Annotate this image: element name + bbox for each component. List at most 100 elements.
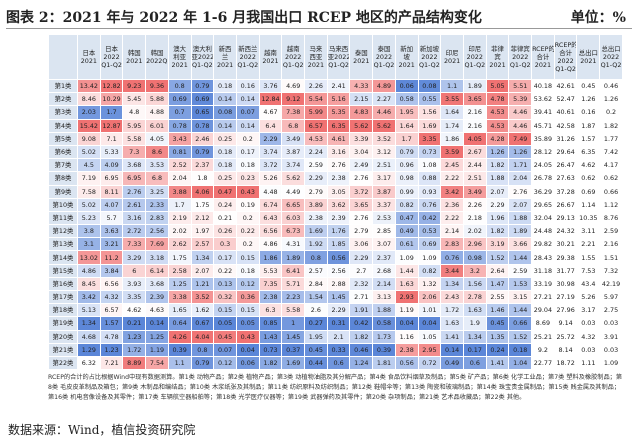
value-cell: 4.46	[372, 105, 396, 120]
value-cell: 0.99	[394, 184, 419, 199]
value-cell: 6.57	[304, 118, 328, 133]
value-cell: 0.49	[394, 224, 419, 239]
value-cell: 3.65	[349, 197, 374, 212]
row-label: 第3类	[48, 105, 78, 120]
value-cell: 3.88	[167, 184, 192, 199]
value-cell: 3.66	[508, 237, 533, 252]
value-cell: 4.17	[599, 158, 623, 173]
value-cell: 29.13	[553, 210, 578, 226]
value-cell: 3.49	[462, 184, 487, 199]
value-cell: 1.44	[394, 263, 419, 278]
value-cell: 0.05	[213, 316, 237, 331]
value-cell: 2.56	[145, 224, 169, 239]
value-cell: 42.61	[553, 78, 578, 94]
header-line: Q1-Q2	[237, 61, 259, 69]
column-header: 越南 2021	[258, 34, 283, 80]
value-cell: 4.53	[485, 105, 510, 120]
value-cell: 1.1	[440, 78, 464, 94]
value-cell: 0.04	[417, 316, 442, 331]
value-cell: 3.37	[372, 197, 396, 212]
value-cell: 6.8	[145, 171, 169, 186]
value-cell: 1.88	[372, 303, 396, 318]
value-cell: 7.19	[77, 171, 101, 186]
value-cell: 0.37	[281, 342, 306, 357]
value-cell: 4.53	[485, 118, 510, 133]
value-cell: 2.18	[462, 210, 487, 226]
row-label: 第6类	[48, 144, 78, 160]
value-cell: 0.17	[462, 342, 487, 357]
value-cell: 0.16	[576, 105, 601, 120]
row-label: 第5类	[48, 131, 78, 146]
value-cell: 2.53	[372, 210, 396, 226]
value-cell: 2.59	[304, 158, 328, 173]
value-cell: 1.72	[440, 303, 464, 318]
value-cell: 2.85	[372, 224, 396, 239]
value-cell: 0.21	[122, 316, 147, 331]
value-cell: 0.18	[508, 342, 533, 357]
value-cell: 1.7	[167, 197, 192, 212]
value-cell: 3.89	[304, 197, 328, 212]
row-label: 第4类	[48, 118, 78, 133]
value-cell: 3.53	[145, 158, 169, 173]
header-line: Q1-Q2	[101, 61, 122, 69]
value-cell: 1.52	[485, 250, 510, 265]
row-label: 第15类	[48, 263, 78, 278]
value-cell: 29.64	[553, 144, 578, 160]
header-line: 菲律宾	[510, 45, 530, 53]
value-cell: 2.1	[326, 329, 351, 344]
header-line: 2022	[421, 53, 438, 61]
value-cell: 1.01	[417, 303, 442, 318]
value-cell: 2.22	[440, 171, 464, 186]
column-header: 印尼 2021	[440, 34, 464, 80]
value-cell: 6.32	[77, 355, 101, 371]
value-cell: 11.2	[99, 250, 124, 265]
value-cell: 1.71	[508, 158, 533, 173]
value-cell: 3.44	[440, 263, 464, 278]
header-line: 2021	[80, 57, 97, 65]
value-cell: 2.44	[462, 158, 487, 173]
value-cell: 3.13	[372, 289, 396, 305]
value-cell: 0.65	[190, 105, 215, 120]
value-cell: 0.53	[417, 224, 442, 239]
header-line: Q1-Q2	[328, 61, 349, 69]
value-cell: 1.44	[508, 250, 533, 265]
value-cell: 1.53	[508, 276, 533, 292]
value-cell: 2.79	[304, 184, 328, 199]
value-cell: 0.27	[304, 316, 328, 331]
value-cell: 3.8	[77, 224, 101, 239]
value-cell: 0.79	[190, 78, 215, 94]
value-cell: 0.14	[235, 118, 260, 133]
value-cell: 2.84	[304, 276, 328, 292]
value-cell: 4.48	[258, 184, 283, 199]
value-cell: 2.75	[599, 303, 623, 318]
value-cell: 9.08	[77, 131, 101, 146]
value-cell: 1.91	[349, 303, 374, 318]
value-cell: 7.38	[281, 105, 306, 120]
header-line: RCEP的	[532, 45, 555, 53]
value-cell: 0.03	[599, 342, 623, 357]
value-cell: 3.18	[145, 250, 169, 265]
value-cell: 2.96	[462, 237, 487, 252]
header-line: 印尼	[445, 49, 459, 57]
header-line: 越南	[286, 45, 300, 53]
value-cell: 2.19	[167, 210, 192, 226]
column-header: 总出口 2022 Q1-Q2	[599, 34, 623, 80]
value-cell: 0.45	[485, 316, 510, 331]
value-cell: 0.45	[576, 78, 601, 94]
value-cell: 3.1	[77, 237, 101, 252]
value-cell: 2.14	[372, 276, 396, 292]
header-line: 坡	[403, 53, 410, 61]
value-cell: 2.6	[304, 303, 328, 318]
value-cell: 1.41	[485, 355, 510, 371]
value-cell: 1.65	[167, 303, 192, 318]
value-cell: 2.52	[167, 158, 192, 173]
value-cell: 4.32	[576, 329, 601, 344]
header-line: 2021	[398, 61, 415, 69]
value-cell: 29.38	[553, 250, 578, 265]
row-label: 第17类	[48, 289, 78, 305]
header-line: 合计	[559, 49, 572, 57]
value-cell: 5.26	[258, 171, 283, 186]
value-cell: 5.05	[485, 78, 510, 94]
source: 数据来源：Wind，植信投资研究院	[8, 423, 196, 437]
value-cell: 2.57	[190, 237, 215, 252]
